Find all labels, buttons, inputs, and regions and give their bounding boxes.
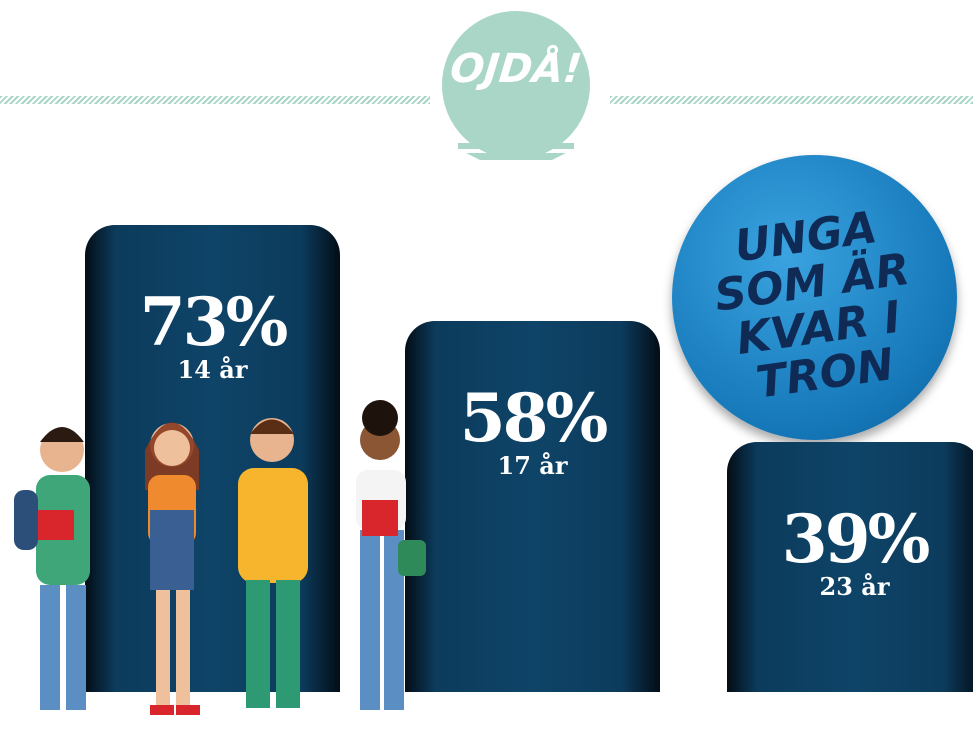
stripe: [610, 96, 973, 104]
category-label: 23 år: [819, 572, 890, 602]
title-circle: [672, 155, 957, 440]
bar: [727, 442, 973, 692]
category-label: 17 år: [497, 450, 568, 480]
badge: [442, 11, 590, 160]
person: [145, 422, 200, 715]
stripe: [0, 96, 430, 104]
person: [356, 400, 426, 710]
value-label: 73%: [139, 282, 289, 361]
people-illustration: [14, 400, 426, 715]
chart-title: UNGA SOM ÄR KVAR I TRON: [711, 201, 913, 409]
person: [238, 418, 308, 708]
person: [14, 427, 90, 710]
value-label: 58%: [459, 378, 609, 457]
bar: [405, 320, 660, 692]
annotation: OJDÅ!: [447, 46, 585, 92]
value-label: 39%: [781, 500, 931, 579]
category-label: 14 år: [177, 354, 248, 384]
